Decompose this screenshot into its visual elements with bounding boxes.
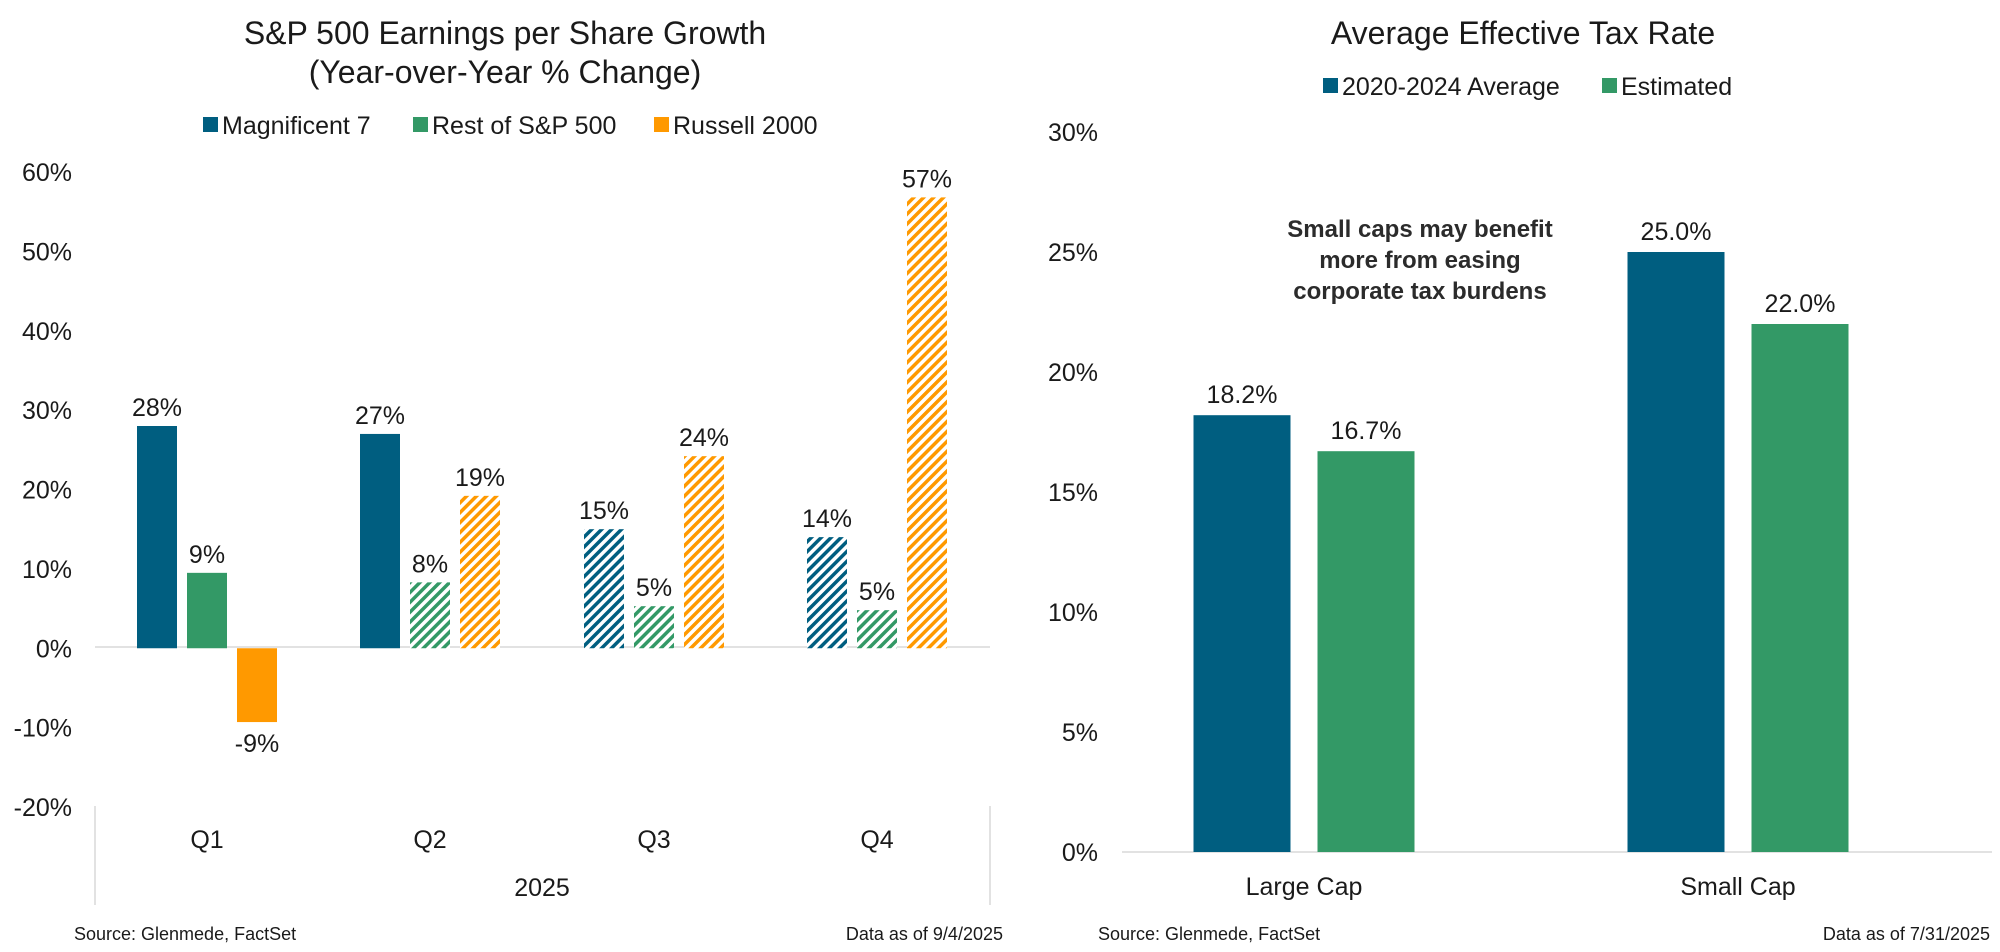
bar-magnificent-7-q3 [584, 529, 624, 649]
data-label-russell-2000-q1: -9% [235, 730, 279, 758]
right-category-large-cap: Large Cap [1246, 873, 1363, 901]
bar-russell-2000-q4 [907, 197, 947, 649]
right-y-tick-label: 0% [1062, 839, 1098, 867]
data-label-estimated-small-cap: 22.0% [1765, 290, 1836, 318]
right-y-tick-label: 15% [1048, 479, 1098, 507]
bar-rest-of-sp-500-q4 [857, 610, 897, 649]
left-y-tick-label: 60% [22, 159, 72, 187]
data-label-magnificent-7-q4: 14% [802, 505, 852, 533]
data-label-rest-of-sp-500-q1: 9% [189, 541, 225, 569]
left-y-tick-label: 50% [22, 238, 72, 266]
bar-russell-2000-q2 [460, 495, 500, 649]
left-category-q3: Q3 [637, 826, 670, 854]
bar-2020-2024-average-large-cap [1193, 415, 1291, 852]
data-label-estimated-large-cap: 16.7% [1331, 417, 1402, 445]
annotation-line-2: more from easing [1319, 247, 1520, 274]
left-chart-title-line-1: S&P 500 Earnings per Share Growth [244, 15, 766, 51]
left-date-note: Data as of 9/4/2025 [846, 924, 1003, 944]
legend-label-magnificent-7: Magnificent 7 [222, 112, 371, 140]
data-label-russell-2000-q4: 57% [902, 165, 952, 193]
bar-rest-of-sp-500-q1 [187, 572, 227, 649]
legend-label-estimated: Estimated [1621, 73, 1732, 101]
bar-russell-2000-q1 [237, 648, 277, 723]
left-y-axis-ticks: 60% 50% 40% 30% 20% 10% 0% -10% -20% [14, 159, 72, 822]
data-label-rest-of-sp-500-q3: 5% [636, 574, 672, 602]
bar-magnificent-7-q2 [360, 433, 400, 649]
left-chart-title-line-2: (Year-over-Year % Change) [309, 54, 702, 90]
data-label-rest-of-sp-500-q2: 8% [412, 550, 448, 578]
right-category-small-cap: Small Cap [1680, 873, 1795, 901]
bar-estimated-small-cap [1751, 324, 1849, 852]
left-category-q2: Q2 [413, 826, 446, 854]
annotation-line-1: Small caps may benefit [1287, 216, 1552, 243]
left-chart: S&P 500 Earnings per Share Growth (Year-… [14, 15, 1003, 944]
data-label-russell-2000-q3: 24% [679, 424, 729, 452]
legend-label-2020-2024-average: 2020-2024 Average [1342, 73, 1560, 101]
right-y-tick-label: 5% [1062, 719, 1098, 747]
left-y-tick-label: 40% [22, 318, 72, 346]
right-category-labels: Large Cap Small Cap [1246, 873, 1796, 901]
left-legend: Magnificent 7 Rest of S&P 500 Russell 20… [203, 112, 818, 140]
bar-magnificent-7-q4 [807, 537, 847, 649]
right-legend: 2020-2024 Average Estimated [1323, 73, 1732, 101]
left-y-tick-label: -10% [14, 715, 72, 743]
data-label-rest-of-sp-500-q4: 5% [859, 578, 895, 606]
legend-swatch-estimated [1602, 78, 1617, 93]
left-y-tick-label: 30% [22, 397, 72, 425]
left-y-tick-label: 0% [36, 635, 72, 663]
right-y-tick-label: 30% [1048, 119, 1098, 147]
bar-rest-of-sp-500-q3 [634, 606, 674, 649]
data-label-2020-2024-average-large-cap: 18.2% [1207, 381, 1278, 409]
right-y-tick-label: 25% [1048, 239, 1098, 267]
left-category-labels: Q1 Q2 Q3 Q4 [190, 826, 893, 854]
left-y-tick-label: 10% [22, 556, 72, 584]
bar-2020-2024-average-small-cap [1627, 252, 1725, 852]
bar-magnificent-7-q1 [137, 426, 177, 649]
right-y-tick-label: 10% [1048, 599, 1098, 627]
data-label-magnificent-7-q2: 27% [355, 402, 405, 430]
right-bars: 18.2% 16.7% 25.0% 22.0% [1193, 218, 1849, 852]
right-annotation: Small caps may benefit more from easing … [1287, 216, 1552, 305]
left-category-q4: Q4 [860, 826, 893, 854]
legend-label-rest-of-sp500: Rest of S&P 500 [432, 112, 616, 140]
left-category-q1: Q1 [190, 826, 223, 854]
data-label-magnificent-7-q3: 15% [579, 497, 629, 525]
right-chart: Average Effective Tax Rate 2020-2024 Ave… [1048, 15, 1992, 944]
legend-swatch-rest-of-sp500 [413, 117, 428, 132]
bar-rest-of-sp-500-q2 [410, 582, 450, 649]
data-label-russell-2000-q2: 19% [455, 464, 505, 492]
right-source: Source: Glenmede, FactSet [1098, 924, 1320, 944]
left-y-tick-label: 20% [22, 477, 72, 505]
right-y-axis-ticks: 30% 25% 20% 15% 10% 5% 0% [1048, 119, 1098, 867]
legend-swatch-russell-2000 [654, 117, 669, 132]
data-label-2020-2024-average-small-cap: 25.0% [1641, 218, 1712, 246]
left-source: Source: Glenmede, FactSet [74, 924, 296, 944]
right-chart-title: Average Effective Tax Rate [1331, 15, 1715, 51]
left-bars: 28% 9% -9% 27% 8% 19% 15% 5% 24% 14% 5% 57% [132, 165, 952, 758]
data-label-magnificent-7-q1: 28% [132, 394, 182, 422]
legend-swatch-magnificent-7 [203, 117, 218, 132]
right-y-tick-label: 20% [1048, 359, 1098, 387]
left-group-label: 2025 [514, 874, 570, 902]
bar-estimated-large-cap [1317, 451, 1415, 852]
right-date-note: Data as of 7/31/2025 [1823, 924, 1990, 944]
legend-label-russell-2000: Russell 2000 [673, 112, 818, 140]
legend-swatch-2020-2024-average [1323, 78, 1338, 93]
annotation-line-3: corporate tax burdens [1293, 278, 1546, 305]
bar-russell-2000-q3 [684, 456, 724, 649]
left-y-tick-label: -20% [14, 794, 72, 822]
